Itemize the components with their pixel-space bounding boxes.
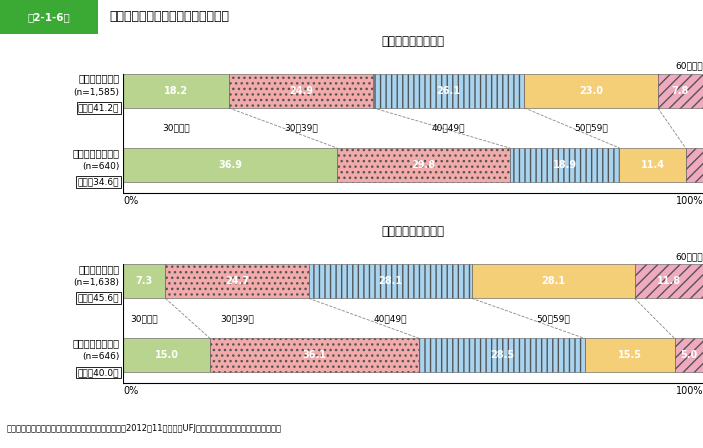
Text: 30歳未満: 30歳未満 <box>162 124 190 133</box>
Text: 100%: 100% <box>676 386 703 396</box>
Text: 11.4: 11.4 <box>640 160 664 170</box>
Text: グローバル成長型: グローバル成長型 <box>72 148 120 158</box>
Bar <box>420 338 585 372</box>
Bar <box>0 0 98 34</box>
Bar <box>635 264 703 298</box>
Text: 5.0: 5.0 <box>681 350 697 361</box>
Text: (n=1,585): (n=1,585) <box>73 88 120 97</box>
Text: 11.8: 11.8 <box>657 276 681 286</box>
Text: 36.9: 36.9 <box>218 160 242 170</box>
Text: 0%: 0% <box>123 386 138 396</box>
Bar <box>165 264 309 298</box>
Text: 30歳未満: 30歳未満 <box>130 314 158 323</box>
Text: 0%: 0% <box>123 196 138 206</box>
Text: 資料：中小企業庁委託「起業の実態に関する調査」（2012年11月、三菱UFJリサーチ＆コンサルティング（株））: 資料：中小企業庁委託「起業の実態に関する調査」（2012年11月、三菱UFJリサ… <box>7 424 282 433</box>
Text: 24.7: 24.7 <box>225 276 249 286</box>
Bar <box>510 148 619 182</box>
Text: 18.9: 18.9 <box>553 160 576 170</box>
Text: 15.0: 15.0 <box>155 350 179 361</box>
Text: (n=640): (n=640) <box>82 162 120 171</box>
Bar <box>228 74 373 108</box>
Text: 40～49歳: 40～49歳 <box>373 314 407 323</box>
Bar <box>685 148 703 182</box>
Text: 60歳以上: 60歳以上 <box>676 62 703 71</box>
Text: 40～49歳: 40～49歳 <box>432 124 465 133</box>
Text: 実際に起業した年齢: 実際に起業した年齢 <box>382 225 444 238</box>
Bar <box>585 338 675 372</box>
Bar <box>472 264 635 298</box>
Text: 60歳以上: 60歳以上 <box>676 252 703 261</box>
Text: 地域需要創出型: 地域需要創出型 <box>78 73 120 83</box>
Bar <box>619 148 685 182</box>
Bar <box>658 74 703 108</box>
Text: グローバル成長型: グローバル成長型 <box>72 338 120 348</box>
Text: 地域需要創出型: 地域需要創出型 <box>78 264 120 274</box>
Text: 平均：41.2歳: 平均：41.2歳 <box>78 103 120 112</box>
Bar <box>373 74 524 108</box>
Text: (n=646): (n=646) <box>82 353 120 362</box>
Bar <box>123 338 210 372</box>
Text: 28.5: 28.5 <box>490 350 514 361</box>
Bar <box>675 338 703 372</box>
Text: 29.8: 29.8 <box>411 160 436 170</box>
Text: 第2-1-6図: 第2-1-6図 <box>28 12 70 22</box>
Text: 28.1: 28.1 <box>378 276 402 286</box>
Text: 平均：34.6歳: 平均：34.6歳 <box>78 177 120 186</box>
Text: 36.1: 36.1 <box>303 350 327 361</box>
Text: 平均：40.0歳: 平均：40.0歳 <box>78 368 120 377</box>
Text: 起業形態別の起業家の各段階の年齢: 起業形態別の起業家の各段階の年齢 <box>109 10 229 23</box>
Bar <box>123 148 337 182</box>
Text: 7.8: 7.8 <box>671 86 689 96</box>
Bar <box>524 74 658 108</box>
Text: 起業を意識した年齢: 起業を意識した年齢 <box>382 34 444 47</box>
Bar <box>123 264 165 298</box>
Text: 50～59歳: 50～59歳 <box>574 124 608 133</box>
Bar <box>309 264 472 298</box>
Text: 30～39歳: 30～39歳 <box>284 124 318 133</box>
Text: 15.5: 15.5 <box>618 350 642 361</box>
Text: 100%: 100% <box>676 196 703 206</box>
Text: 28.1: 28.1 <box>541 276 565 286</box>
Text: 50～59歳: 50～59歳 <box>536 314 570 323</box>
Text: 26.1: 26.1 <box>437 86 460 96</box>
Text: 23.0: 23.0 <box>579 86 603 96</box>
Text: 平均：45.6歳: 平均：45.6歳 <box>78 294 120 303</box>
Text: 7.3: 7.3 <box>136 276 153 286</box>
Bar <box>210 338 420 372</box>
Text: (n=1,638): (n=1,638) <box>73 278 120 287</box>
Bar <box>98 0 101 34</box>
Bar <box>337 148 510 182</box>
Text: 24.9: 24.9 <box>289 86 313 96</box>
Text: 18.2: 18.2 <box>164 86 188 96</box>
Text: 30～39歳: 30～39歳 <box>220 314 254 323</box>
Bar <box>123 74 228 108</box>
